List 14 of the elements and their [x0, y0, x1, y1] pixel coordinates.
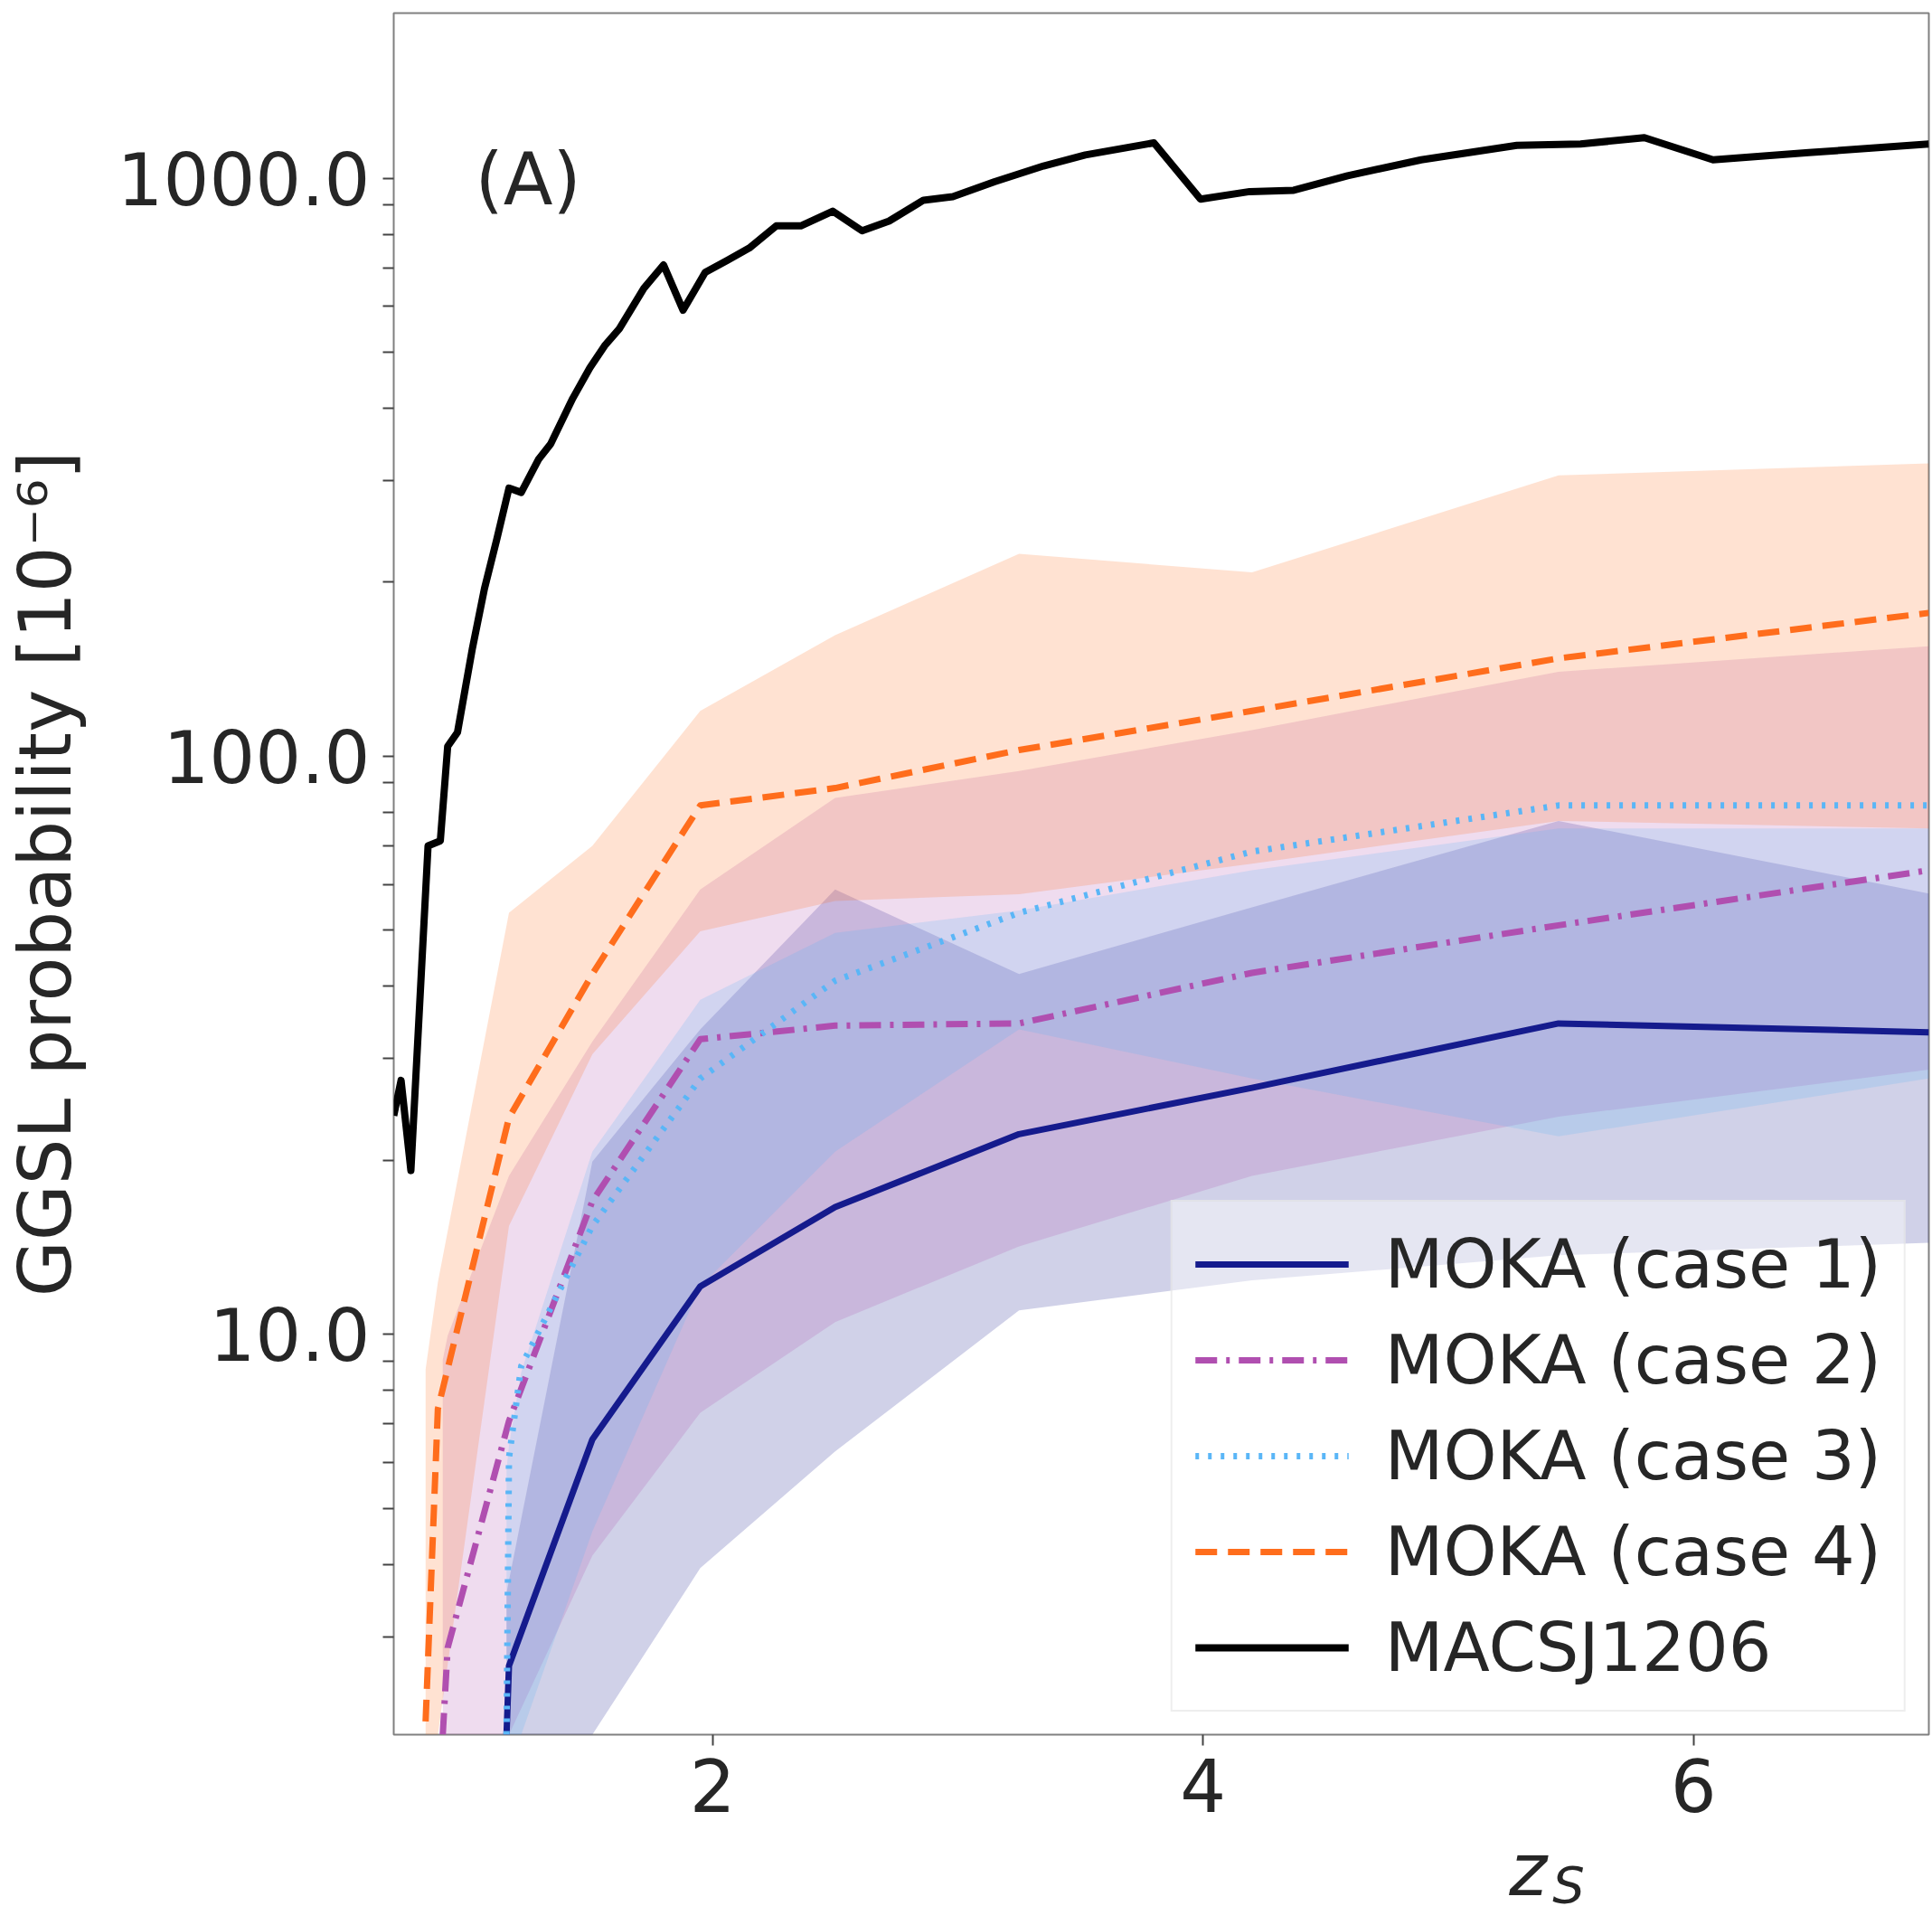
legend-label: MOKA (case 4)	[1384, 1512, 1881, 1591]
legend-label: MACSJ1206	[1384, 1608, 1772, 1687]
y-tick-label: 100.0	[163, 715, 371, 800]
y-tick-label: 1000.0	[117, 137, 371, 222]
legend-label: MOKA (case 2)	[1384, 1320, 1881, 1400]
annotation: (A)	[475, 137, 581, 222]
x-axis-title: zS	[1508, 1828, 1585, 1906]
x-tick-label: 2	[689, 1744, 736, 1829]
legend-label: MOKA (case 1)	[1384, 1224, 1881, 1304]
y-tick-label: 10.0	[209, 1294, 371, 1379]
x-tick-label: 4	[1180, 1744, 1227, 1829]
y-axis-title: GGSL probability [10⁻⁶]	[3, 450, 88, 1297]
x-tick-label: 6	[1670, 1744, 1717, 1829]
legend-label: MOKA (case 3)	[1384, 1416, 1881, 1496]
